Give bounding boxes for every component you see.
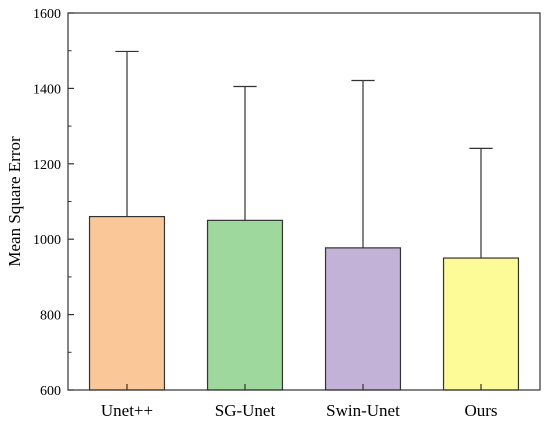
y-tick-label: 1400 [33, 82, 61, 97]
x-tick-labels: Unet++ SG-Unet Swin-Unet Ours [101, 401, 498, 420]
y-tick-label: 1600 [33, 7, 61, 22]
bar-swin-unet [324, 247, 402, 391]
y-axis-label: Mean Square Error [5, 136, 24, 267]
bars [88, 215, 520, 391]
y-tick-label: 800 [40, 309, 61, 324]
bar-sg-unet [206, 219, 284, 391]
y-tick-label: 1000 [33, 233, 61, 248]
bar-ours [442, 257, 520, 391]
x-tick-label: SG-Unet [215, 401, 276, 420]
error-bars [115, 50, 493, 259]
y-tick-label: 600 [40, 384, 61, 399]
x-tick-label: Unet++ [101, 401, 153, 420]
x-tick-label: Ours [464, 401, 497, 420]
bar-unet- [88, 215, 166, 391]
y-tick-labels: 600 800 1000 1200 1400 1600 [33, 7, 61, 399]
y-tick-label: 1200 [33, 158, 61, 173]
x-tick-marks [126, 384, 482, 390]
plot-frame [67, 12, 541, 391]
x-tick-label: Swin-Unet [326, 401, 400, 420]
